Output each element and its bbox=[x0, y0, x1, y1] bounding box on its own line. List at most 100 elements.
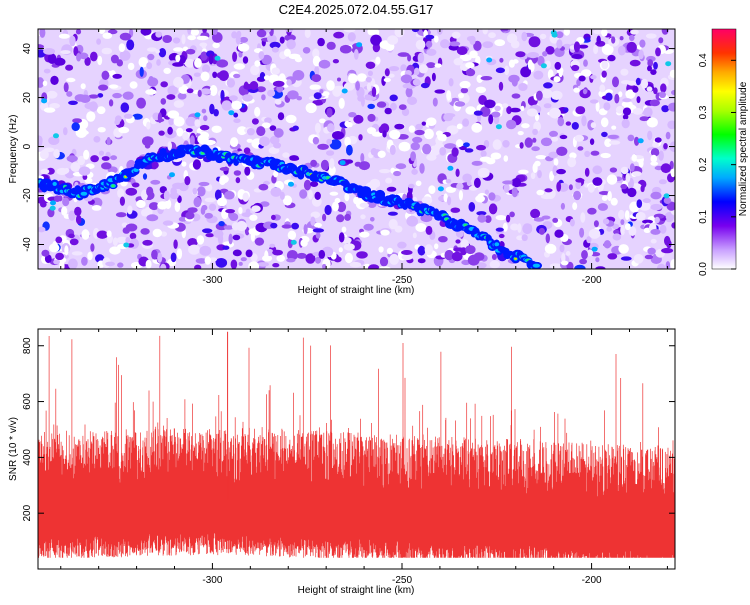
spectrogram-cell bbox=[239, 36, 249, 43]
spectrogram-cell bbox=[601, 29, 608, 37]
spectrogram-cell bbox=[446, 125, 459, 135]
spectrogram-cell bbox=[125, 237, 131, 244]
spectrogram-cell bbox=[125, 187, 138, 196]
y-tick-label: 800 bbox=[22, 337, 33, 354]
x-tick-label: -300 bbox=[202, 575, 222, 586]
spectrogram-cell bbox=[68, 233, 75, 239]
spectrogram-cell bbox=[46, 90, 58, 99]
spectrogram-cell bbox=[549, 171, 555, 182]
spectrogram-cell bbox=[365, 61, 376, 69]
spectrogram-cell bbox=[579, 258, 587, 265]
spectrogram-cell bbox=[378, 246, 384, 253]
spectrogram-cell bbox=[167, 85, 178, 96]
spectrogram-cell bbox=[631, 154, 637, 162]
spectrogram-cell bbox=[364, 96, 377, 101]
spectrogram-cell bbox=[264, 250, 269, 261]
spectrogram-cell bbox=[552, 217, 559, 223]
spectrogram-cell bbox=[603, 240, 612, 249]
spectrogram-cell bbox=[421, 196, 433, 205]
spectrogram-cell bbox=[667, 120, 675, 130]
x-tick-label: -200 bbox=[582, 575, 602, 586]
spectrogram-cell bbox=[449, 41, 461, 47]
spectrogram-cell bbox=[522, 223, 533, 235]
spectrogram-cell bbox=[279, 191, 285, 200]
spectrogram-cell bbox=[607, 134, 619, 139]
spectrogram-cell bbox=[459, 80, 471, 89]
spectrogram-cell bbox=[68, 210, 76, 221]
spectrogram-cell bbox=[549, 263, 562, 269]
spectrogram-cell bbox=[228, 110, 235, 116]
spectrogram-cell bbox=[276, 85, 284, 93]
spectrogram-cell bbox=[653, 61, 658, 70]
spectrogram-cell bbox=[244, 166, 251, 176]
colorbar-label: Normalized spectral amplitude bbox=[738, 81, 749, 216]
spectrogram-cell bbox=[296, 96, 303, 101]
spectrogram-cell bbox=[270, 187, 282, 197]
spectrogram-cell bbox=[520, 105, 525, 112]
spectrogram-cell bbox=[246, 138, 253, 143]
spectrogram-cell bbox=[200, 51, 208, 61]
spectrogram-cell bbox=[98, 84, 109, 91]
spectrogram-cell bbox=[173, 47, 184, 52]
spectrogram-cell bbox=[440, 39, 450, 49]
spectrogram-cell bbox=[291, 222, 299, 230]
spectrogram-cell bbox=[517, 223, 522, 233]
spectrogram-cell bbox=[106, 230, 112, 238]
spectrogram-cell bbox=[370, 148, 378, 156]
spectrogram-cell bbox=[484, 189, 489, 195]
spectrogram-cell bbox=[585, 36, 591, 42]
spectrogram-cell bbox=[503, 183, 510, 193]
spectrogram-cell bbox=[326, 107, 333, 118]
spectrogram-cell bbox=[87, 251, 93, 261]
spectrogram-cell bbox=[344, 136, 351, 147]
spectrogram-cell bbox=[163, 190, 170, 202]
ridge-cell bbox=[326, 176, 330, 180]
spectrogram-cell bbox=[448, 78, 454, 87]
spectrogram-cell bbox=[638, 49, 644, 60]
spectrogram-cell bbox=[269, 243, 276, 248]
spectrogram-cell bbox=[659, 224, 667, 234]
spectrogram-cell bbox=[146, 121, 151, 130]
spectrogram-cell bbox=[219, 175, 229, 184]
spectrogram-cell bbox=[480, 76, 493, 81]
spectrogram-cell bbox=[389, 253, 399, 265]
spectrogram-cell bbox=[250, 253, 258, 262]
spectrogram-cell bbox=[155, 31, 163, 38]
spectrogram-cell bbox=[58, 33, 70, 39]
spectrogram-cell bbox=[224, 190, 235, 200]
spectrogram-cell bbox=[453, 58, 464, 66]
spectrogram-cell bbox=[168, 117, 174, 126]
spectrogram-cell bbox=[420, 214, 433, 223]
spectrogram-cell bbox=[609, 140, 621, 145]
spectrogram-cell bbox=[332, 59, 339, 64]
spectrogram-cell bbox=[355, 81, 360, 91]
spectrogram-cell bbox=[378, 266, 391, 269]
spectrogram-cell bbox=[304, 29, 311, 39]
spectrogram-cell bbox=[229, 95, 238, 101]
spectrogram-cell bbox=[319, 89, 324, 94]
spectrogram-cell bbox=[394, 123, 405, 130]
spectrogram-cell bbox=[345, 121, 353, 128]
spectrogram-cell bbox=[388, 219, 398, 230]
spectrogram-cell bbox=[502, 103, 509, 108]
ridge-cell bbox=[111, 184, 115, 188]
spectrogram-cell bbox=[596, 35, 601, 45]
spectrogram-cell bbox=[244, 226, 250, 236]
spectrogram-cell bbox=[489, 260, 500, 269]
spectrogram-cell bbox=[456, 183, 464, 190]
spectrogram-cell bbox=[415, 180, 422, 187]
spectrogram-cell bbox=[451, 31, 461, 39]
spectrogram-cell bbox=[269, 41, 281, 49]
spectrogram-cell bbox=[254, 60, 261, 67]
spectrogram-cell bbox=[173, 239, 178, 249]
spectrogram-cell bbox=[117, 188, 125, 198]
spectrogram-cell bbox=[635, 211, 646, 221]
spectrogram-cell bbox=[329, 139, 342, 150]
spectrogram-cell bbox=[665, 261, 671, 269]
x-tick-label: -300 bbox=[202, 275, 222, 286]
spectrogram-cell bbox=[401, 254, 413, 261]
spectrogram-cell bbox=[559, 244, 565, 253]
spectrogram-cell bbox=[642, 219, 653, 224]
spectrogram-cell bbox=[639, 39, 646, 48]
spectrogram-cell bbox=[367, 113, 376, 122]
